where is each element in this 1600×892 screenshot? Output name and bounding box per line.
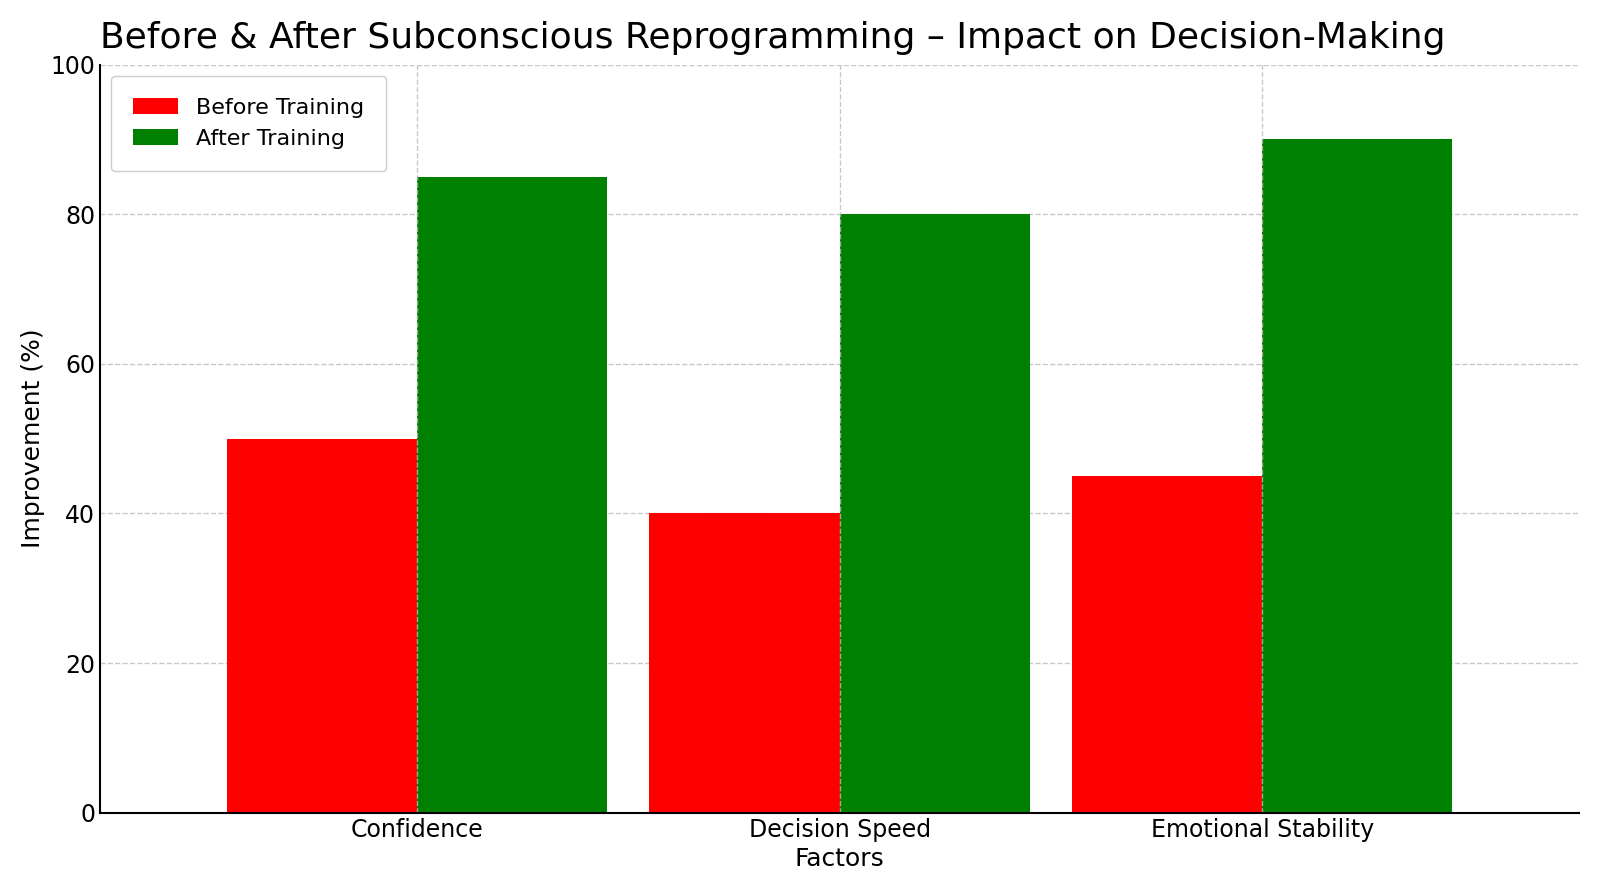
Legend: Before Training, After Training: Before Training, After Training [112,76,386,171]
Bar [650,514,840,813]
Text: Before & After Subconscious Reprogramming – Impact on Decision-Making: Before & After Subconscious Reprogrammin… [101,21,1446,54]
Bar [1072,476,1262,813]
Bar [227,439,418,813]
Bar [840,214,1030,813]
Bar [1262,139,1453,813]
Y-axis label: Improvement (%): Improvement (%) [21,329,45,549]
X-axis label: Factors: Factors [795,847,885,871]
Bar [418,177,608,813]
